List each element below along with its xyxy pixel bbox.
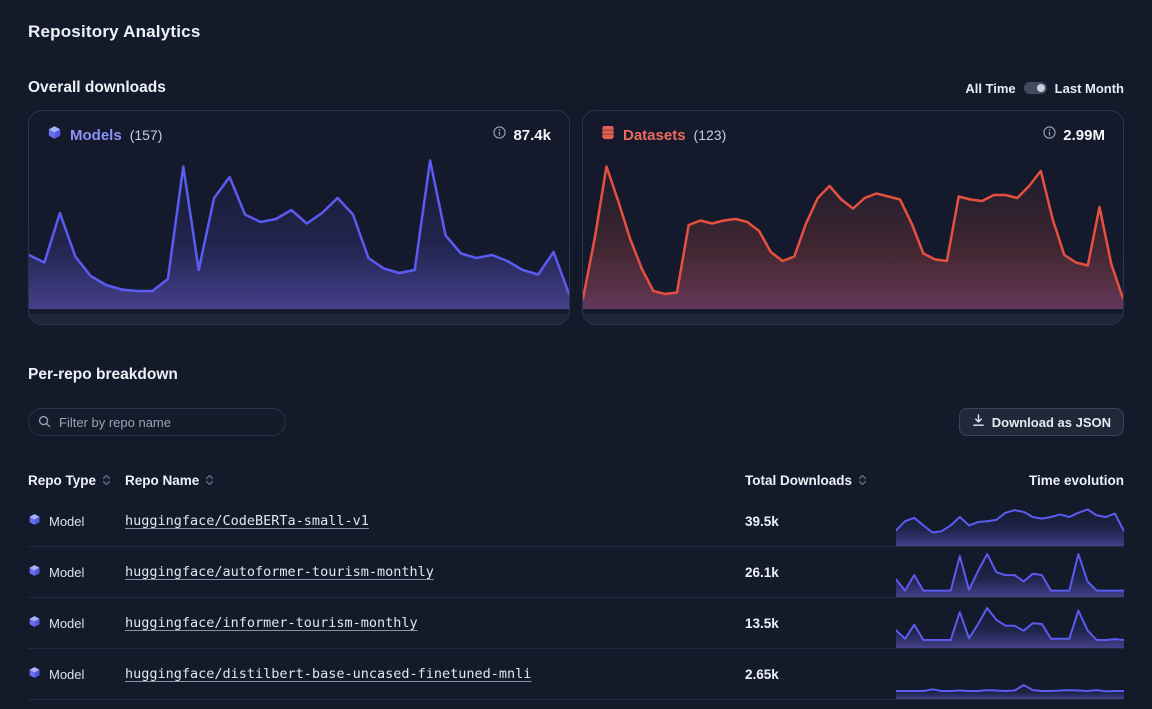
sort-icon bbox=[205, 474, 214, 486]
info-icon[interactable] bbox=[493, 126, 507, 144]
all-time-label[interactable]: All Time bbox=[965, 80, 1016, 96]
datasets-chart bbox=[583, 153, 1123, 314]
table-row: Model huggingface/CodeBERTa-small-v1 39.… bbox=[28, 496, 1125, 547]
column-header-time-evolution: Time evolution bbox=[1028, 472, 1124, 488]
overall-downloads-heading: Overall downloads bbox=[28, 79, 166, 96]
repo-type-label: Model bbox=[49, 513, 85, 529]
info-icon[interactable] bbox=[1043, 126, 1056, 144]
repo-name-link[interactable]: huggingface/CodeBERTa-small-v1 bbox=[125, 513, 369, 529]
search-icon bbox=[38, 415, 51, 433]
time-range-switch[interactable] bbox=[1023, 82, 1047, 94]
models-total: 87.4k bbox=[513, 126, 551, 144]
switch-knob bbox=[1036, 84, 1045, 92]
cube-icon bbox=[28, 513, 41, 529]
last-month-label[interactable]: Last Month bbox=[1054, 80, 1124, 96]
total-downloads-value: 2.65k bbox=[745, 666, 779, 682]
per-repo-breakdown-heading: Per-repo breakdown bbox=[28, 366, 178, 383]
models-card-label[interactable]: Models bbox=[70, 126, 122, 144]
datasets-chart-axis bbox=[583, 314, 1123, 324]
datasets-count: (123) bbox=[693, 127, 727, 143]
column-header-total-downloads[interactable]: Total Downloads bbox=[745, 473, 895, 488]
download-icon bbox=[972, 414, 985, 430]
database-icon bbox=[601, 125, 615, 145]
table-row: Model huggingface/informer-tourism-month… bbox=[28, 598, 1125, 649]
cube-icon bbox=[47, 125, 62, 145]
column-header-repo-type[interactable]: Repo Type bbox=[28, 473, 125, 488]
row-sparkline bbox=[895, 600, 1125, 648]
download-json-button[interactable]: Download as JSON bbox=[958, 408, 1124, 436]
cube-icon bbox=[28, 564, 41, 580]
per-repo-table: Repo Type Repo Name Total Downloads Time… bbox=[28, 464, 1125, 700]
cube-icon bbox=[28, 666, 41, 682]
repo-name-link[interactable]: huggingface/informer-tourism-monthly bbox=[125, 615, 418, 631]
models-chart-axis bbox=[29, 314, 569, 324]
time-range-toggle[interactable]: All Time Last Month bbox=[965, 81, 1124, 96]
table-row: Model huggingface/autoformer-tourism-mon… bbox=[28, 547, 1125, 598]
cube-icon bbox=[28, 615, 41, 631]
column-header-repo-name[interactable]: Repo Name bbox=[125, 473, 745, 488]
total-downloads-value: 13.5k bbox=[745, 615, 779, 631]
row-sparkline bbox=[895, 498, 1125, 546]
row-sparkline bbox=[895, 651, 1125, 699]
repo-filter-input[interactable] bbox=[28, 408, 286, 436]
datasets-total: 2.99M bbox=[1063, 126, 1105, 144]
models-chart bbox=[29, 153, 569, 314]
models-card: Models (157) 87.4k bbox=[28, 110, 570, 325]
table-row: Model huggingface/distilbert-base-uncase… bbox=[28, 649, 1125, 700]
models-count: (157) bbox=[129, 127, 163, 143]
datasets-card: Datasets (123) 2.99M bbox=[582, 110, 1124, 325]
total-downloads-value: 39.5k bbox=[745, 513, 779, 529]
repo-type-label: Model bbox=[49, 564, 85, 580]
sort-icon bbox=[858, 474, 867, 486]
datasets-card-label[interactable]: Datasets bbox=[623, 126, 686, 144]
row-sparkline bbox=[895, 549, 1125, 597]
total-downloads-value: 26.1k bbox=[745, 564, 779, 580]
repo-name-link[interactable]: huggingface/distilbert-base-uncased-fine… bbox=[125, 666, 532, 682]
repo-type-label: Model bbox=[49, 666, 85, 682]
page-title: Repository Analytics bbox=[28, 22, 201, 41]
sort-icon bbox=[102, 474, 111, 486]
repo-name-link[interactable]: huggingface/autoformer-tourism-monthly bbox=[125, 564, 434, 580]
repo-type-label: Model bbox=[49, 615, 85, 631]
